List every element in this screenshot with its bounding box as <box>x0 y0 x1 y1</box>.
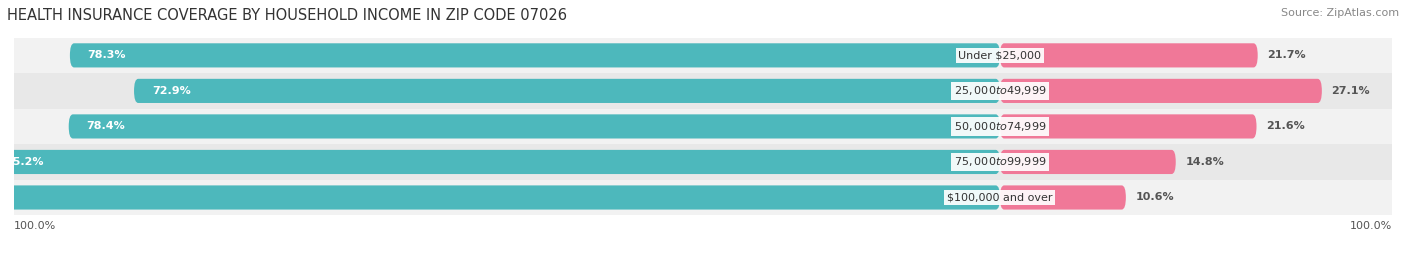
Text: HEALTH INSURANCE COVERAGE BY HOUSEHOLD INCOME IN ZIP CODE 07026: HEALTH INSURANCE COVERAGE BY HOUSEHOLD I… <box>7 8 567 23</box>
Text: $50,000 to $74,999: $50,000 to $74,999 <box>953 120 1046 133</box>
Text: 72.9%: 72.9% <box>152 86 191 96</box>
FancyBboxPatch shape <box>14 109 1392 144</box>
Text: 100.0%: 100.0% <box>1350 221 1392 231</box>
Legend: With Coverage, Without Coverage: With Coverage, Without Coverage <box>572 264 834 269</box>
FancyBboxPatch shape <box>1000 43 1258 68</box>
FancyBboxPatch shape <box>1000 185 1126 210</box>
Text: Source: ZipAtlas.com: Source: ZipAtlas.com <box>1281 8 1399 18</box>
Text: 10.6%: 10.6% <box>1136 193 1174 203</box>
Text: $75,000 to $99,999: $75,000 to $99,999 <box>953 155 1046 168</box>
FancyBboxPatch shape <box>14 180 1392 215</box>
FancyBboxPatch shape <box>14 38 1392 73</box>
Text: 85.2%: 85.2% <box>6 157 44 167</box>
FancyBboxPatch shape <box>0 185 1000 210</box>
FancyBboxPatch shape <box>14 144 1392 180</box>
Text: 21.6%: 21.6% <box>1265 121 1305 132</box>
FancyBboxPatch shape <box>0 150 1000 174</box>
Text: Under $25,000: Under $25,000 <box>959 50 1042 60</box>
Text: $100,000 and over: $100,000 and over <box>948 193 1053 203</box>
FancyBboxPatch shape <box>1000 150 1175 174</box>
FancyBboxPatch shape <box>1000 79 1322 103</box>
FancyBboxPatch shape <box>1000 114 1257 139</box>
Text: 27.1%: 27.1% <box>1331 86 1369 96</box>
Text: 21.7%: 21.7% <box>1267 50 1306 60</box>
Text: 78.4%: 78.4% <box>87 121 125 132</box>
Text: 78.3%: 78.3% <box>87 50 127 60</box>
Text: $25,000 to $49,999: $25,000 to $49,999 <box>953 84 1046 97</box>
Text: 100.0%: 100.0% <box>14 221 56 231</box>
FancyBboxPatch shape <box>134 79 1000 103</box>
FancyBboxPatch shape <box>70 43 1000 68</box>
FancyBboxPatch shape <box>14 73 1392 109</box>
Text: 14.8%: 14.8% <box>1185 157 1225 167</box>
FancyBboxPatch shape <box>69 114 1000 139</box>
